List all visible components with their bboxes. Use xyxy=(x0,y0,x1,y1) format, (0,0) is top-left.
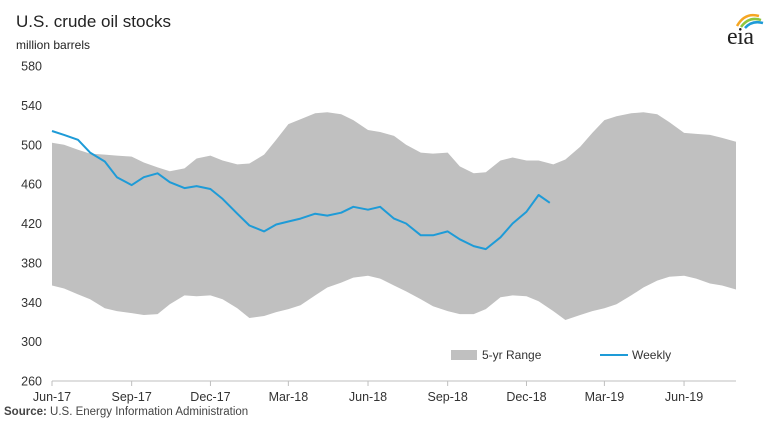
x-tick-label: Jun-19 xyxy=(665,390,703,404)
source-note: Source: U.S. Energy Information Administ… xyxy=(4,406,248,418)
range-band-layer xyxy=(52,112,736,320)
source-text: U.S. Energy Information Administration xyxy=(50,406,249,418)
y-tick-label: 420 xyxy=(21,217,42,231)
chart-title: U.S. crude oil stocks xyxy=(16,12,171,31)
legend-label-weekly: Weekly xyxy=(632,348,671,362)
logo-text: eia xyxy=(727,24,754,50)
y-tick-label: 380 xyxy=(21,256,42,270)
eia-logo: eia xyxy=(725,10,769,50)
x-tick-label: Jun-18 xyxy=(349,390,387,404)
legend-swatch-range xyxy=(451,350,477,360)
x-tick-label: Sep-17 xyxy=(111,390,151,404)
x-tick-labels: Jun-17 Sep-17 Dec-17 Mar-18 Jun-18 Sep-18 Dec-… xyxy=(33,390,703,404)
y-tick-label: 580 xyxy=(21,60,42,74)
x-tick-label: Sep-18 xyxy=(428,390,468,404)
legend: 5-yr Range Weekly xyxy=(451,348,671,362)
weekly-line-layer xyxy=(51,130,551,251)
range-band xyxy=(52,112,736,320)
x-tick-label: Dec-18 xyxy=(506,390,546,404)
source-label: Source: xyxy=(4,406,47,418)
y-tick-label: 540 xyxy=(21,99,42,113)
y-tick-label: 300 xyxy=(21,335,42,349)
y-tick-label: 260 xyxy=(21,375,42,389)
unit-label: million barrels xyxy=(16,38,91,52)
x-tick-label: Mar-18 xyxy=(269,390,309,404)
x-tick-label: Jun-17 xyxy=(33,390,71,404)
y-tick-label: 500 xyxy=(21,138,42,152)
y-tick-label: 460 xyxy=(21,178,42,192)
x-tick-label: Mar-19 xyxy=(585,390,625,404)
weekly-line xyxy=(51,130,551,251)
y-tick-label: 340 xyxy=(21,296,42,310)
axis-layer xyxy=(51,380,736,386)
y-tick-labels: 260 300 340 380 420 460 500 540 580 xyxy=(21,60,42,389)
legend-label-range: 5-yr Range xyxy=(482,348,542,362)
x-tick-label: Dec-17 xyxy=(190,390,230,404)
